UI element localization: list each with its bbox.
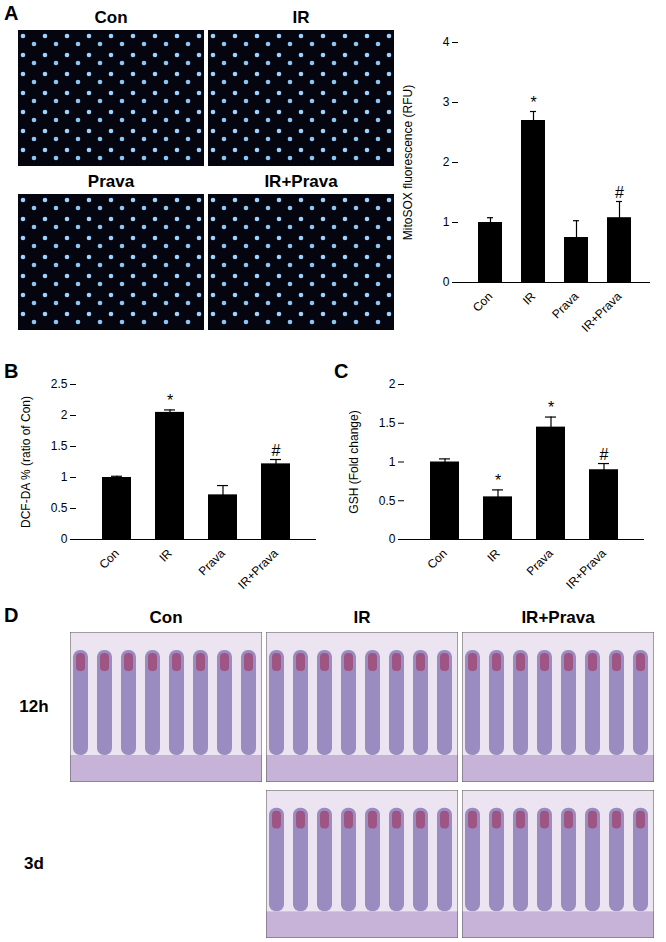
svg-text:0: 0 <box>61 532 68 546</box>
svg-text:*: * <box>167 392 173 409</box>
svg-text:2: 2 <box>389 377 396 391</box>
svg-text:#: # <box>272 442 281 459</box>
svg-text:Con: Con <box>470 289 495 314</box>
svg-text:IR: IR <box>520 289 539 308</box>
svg-text:3: 3 <box>443 95 450 109</box>
svg-text:*: * <box>495 472 501 489</box>
svg-text:Prava: Prava <box>196 546 228 578</box>
svg-text:*: * <box>548 399 554 416</box>
svg-text:Con: Con <box>424 546 449 571</box>
svg-text:Prava: Prava <box>549 289 581 321</box>
html-text:IR: IR <box>353 608 371 627</box>
svg-text:IR+Prava: IR+Prava <box>563 546 609 592</box>
html-text:IR: IR <box>292 8 310 27</box>
html-text:IR+Prava: IR+Prava <box>264 172 338 191</box>
html-text:3d: 3d <box>24 854 44 873</box>
svg-text:#: # <box>600 446 609 463</box>
html-text:Con: Con <box>149 608 183 627</box>
svg-text:IR: IR <box>156 546 175 565</box>
html-text:C: C <box>334 360 349 382</box>
svg-text:0: 0 <box>443 275 450 289</box>
html-text:A: A <box>4 2 19 24</box>
svg-text:0.5: 0.5 <box>51 501 68 515</box>
svg-text:DCF-DA % (ratio of Con): DCF-DA % (ratio of Con) <box>19 396 33 528</box>
svg-text:1.5: 1.5 <box>51 439 68 453</box>
svg-text:MitoSOX fluorescence (RFU): MitoSOX fluorescence (RFU) <box>401 85 415 240</box>
html-text:Con: Con <box>94 8 128 27</box>
svg-text:0.5: 0.5 <box>379 494 396 508</box>
svg-text:4: 4 <box>443 35 450 49</box>
html-text:12h: 12h <box>19 697 49 716</box>
svg-text:IR: IR <box>484 546 503 565</box>
html-text:D: D <box>4 604 19 626</box>
svg-text:2.5: 2.5 <box>51 377 68 391</box>
svg-text:1: 1 <box>389 455 396 469</box>
svg-text:IR+Prava: IR+Prava <box>235 546 281 592</box>
svg-text:Prava: Prava <box>524 546 556 578</box>
svg-text:#: # <box>615 184 624 201</box>
svg-text:2: 2 <box>61 408 68 422</box>
svg-text:1.5: 1.5 <box>379 416 396 430</box>
svg-text:2: 2 <box>443 155 450 169</box>
svg-text:GSH (Fold change): GSH (Fold change) <box>347 410 361 513</box>
html-text:B: B <box>4 360 19 382</box>
html-text:Prava: Prava <box>87 172 135 191</box>
svg-text:1: 1 <box>443 215 450 229</box>
svg-text:Con: Con <box>96 546 121 571</box>
svg-text:1: 1 <box>61 470 68 484</box>
svg-text:0: 0 <box>389 532 396 546</box>
html-text:IR+Prava: IR+Prava <box>521 608 595 627</box>
svg-text:*: * <box>530 94 536 111</box>
svg-text:IR+Prava: IR+Prava <box>579 289 625 335</box>
